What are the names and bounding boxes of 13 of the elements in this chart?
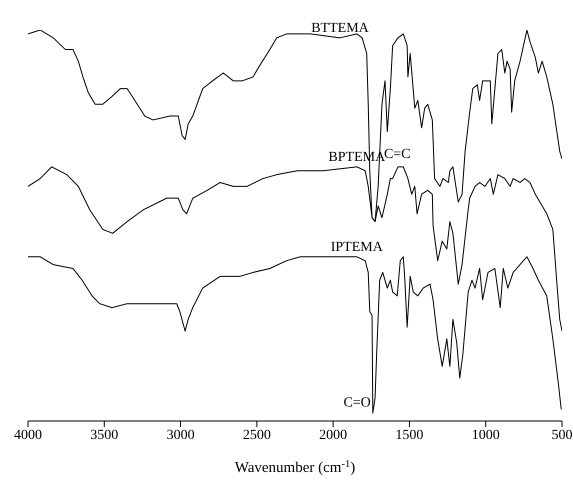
x-tick-label: 3000: [166, 428, 195, 443]
x-tick-label: 2000: [319, 428, 348, 443]
x-tick-label: 1000: [472, 428, 500, 443]
x-tick-label: 2500: [242, 428, 271, 443]
x-tick-label: 500: [552, 428, 572, 443]
series-label: BTTEMA: [311, 20, 370, 36]
x-tick-label: 3500: [90, 428, 118, 443]
series-label: IPTEMA: [330, 240, 384, 255]
x-axis-title: Wavenumber (cm$^{-1}$): [234, 458, 356, 476]
x-tick-label: 1500: [395, 428, 424, 443]
annotation: C=C: [384, 147, 411, 162]
annotation: C=O: [343, 395, 371, 410]
x-tick-label: 4000: [14, 428, 42, 443]
